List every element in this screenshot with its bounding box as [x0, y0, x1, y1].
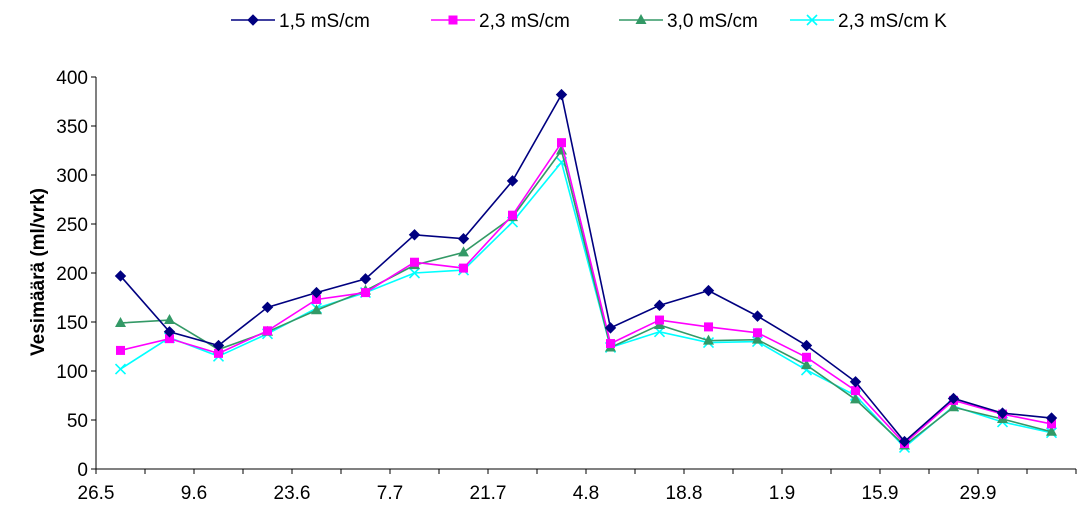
- data-point: [164, 314, 175, 325]
- legend: 1,5 mS/cm 2,3 mS/cm 3,0 mS/cm 2,3 mS/cm K: [231, 11, 947, 32]
- data-point: [604, 322, 617, 334]
- data-point: [850, 393, 861, 404]
- data-point: [1046, 425, 1057, 436]
- data-point: [115, 316, 126, 327]
- data-point: [310, 286, 323, 299]
- y-tick-label: 350: [56, 117, 88, 138]
- data-point: [653, 299, 666, 312]
- data-point: [557, 138, 566, 148]
- data-point: [408, 229, 421, 241]
- y-tick-label: 300: [56, 166, 88, 187]
- series-line: [120, 148, 1052, 447]
- x-tick-label: 18.8: [666, 483, 703, 504]
- series-2: [116, 138, 1056, 449]
- x-tick-label: 9.6: [181, 483, 207, 504]
- data-point: [655, 315, 664, 325]
- legend-label: 3,0 mS/cm: [667, 11, 758, 32]
- data-point: [359, 273, 372, 285]
- legend-item: 2,3 mS/cm: [431, 11, 570, 32]
- x-tick-label: 26.5: [78, 483, 115, 504]
- data-point: [1047, 419, 1056, 429]
- data-point: [947, 392, 960, 405]
- y-tick-label: 50: [67, 411, 88, 432]
- data-point: [163, 326, 176, 338]
- legend-item: 2,3 mS/cm K: [790, 11, 947, 32]
- legend-marker: [247, 14, 259, 26]
- data-point: [752, 333, 763, 344]
- data-point: [801, 359, 812, 370]
- legend-marker: [448, 15, 458, 25]
- data-point: [408, 267, 421, 279]
- x-tick-label: 1.9: [769, 483, 795, 504]
- legend-item: 3,0 mS/cm: [619, 11, 758, 32]
- data-point: [1045, 412, 1058, 424]
- data-point: [802, 352, 811, 362]
- series-layer: [114, 88, 1058, 454]
- data-point: [704, 322, 713, 332]
- x-tick-label: 29.9: [960, 483, 997, 504]
- series-line: [120, 160, 1052, 449]
- data-point: [114, 270, 127, 282]
- data-point: [898, 435, 911, 448]
- legend-label: 2,3 mS/cm: [479, 11, 570, 32]
- data-point: [800, 339, 813, 352]
- data-point: [996, 407, 1009, 419]
- y-axis: Vesimäärä (ml/vrk) 0 50 100 150 200 250 300 350…: [28, 68, 97, 481]
- data-point: [312, 294, 321, 304]
- legend-marker: [806, 14, 818, 26]
- data-point: [361, 288, 370, 298]
- data-point: [212, 339, 225, 352]
- series-line: [119, 92, 1052, 443]
- x-tick-label: 23.6: [274, 483, 311, 504]
- data-point: [214, 348, 223, 358]
- data-point: [508, 210, 517, 220]
- legend-label: 2,3 mS/cm K: [838, 11, 947, 32]
- y-tick-label: 250: [56, 215, 88, 236]
- y-axis-title: Vesimäärä (ml/vrk): [28, 188, 49, 356]
- data-point: [702, 284, 715, 297]
- x-tick-label: 4.8: [573, 483, 599, 504]
- y-tick-label: 200: [56, 264, 88, 285]
- x-tick-label: 21.7: [470, 483, 507, 504]
- data-point: [458, 246, 469, 257]
- data-point: [703, 334, 714, 345]
- data-point: [506, 175, 519, 187]
- legend-item: 1,5 mS/cm: [231, 11, 370, 32]
- data-point: [114, 363, 127, 375]
- x-tick-label: 15.9: [862, 483, 899, 504]
- legend-marker: [635, 14, 647, 24]
- x-axis: 26.5 9.6 23.6 7.7 21.7 4.8 18.8 1.9 15.9 29.9: [78, 468, 1077, 504]
- y-tick-label: 0: [77, 460, 88, 481]
- series-4: [114, 156, 1058, 454]
- data-point: [311, 304, 322, 315]
- data-point: [165, 334, 174, 344]
- data-point: [457, 232, 470, 245]
- series-3: [115, 144, 1057, 450]
- series-1: [114, 88, 1058, 448]
- legend-label: 1,5 mS/cm: [279, 11, 370, 32]
- data-point: [261, 301, 274, 314]
- y-tick-label: 100: [56, 362, 88, 383]
- data-point: [459, 263, 468, 273]
- data-point: [116, 345, 125, 355]
- data-point: [410, 257, 419, 267]
- x-tick-label: 7.7: [377, 483, 403, 504]
- y-tick-label: 150: [56, 313, 88, 334]
- series-line: [120, 140, 1052, 445]
- data-point: [555, 88, 568, 101]
- data-point: [849, 376, 862, 388]
- data-point: [263, 326, 272, 336]
- data-point: [948, 401, 959, 412]
- data-point: [751, 310, 764, 322]
- data-point: [753, 328, 762, 338]
- y-tick-label: 400: [56, 68, 88, 89]
- data-point: [606, 339, 615, 349]
- data-point: [851, 386, 860, 396]
